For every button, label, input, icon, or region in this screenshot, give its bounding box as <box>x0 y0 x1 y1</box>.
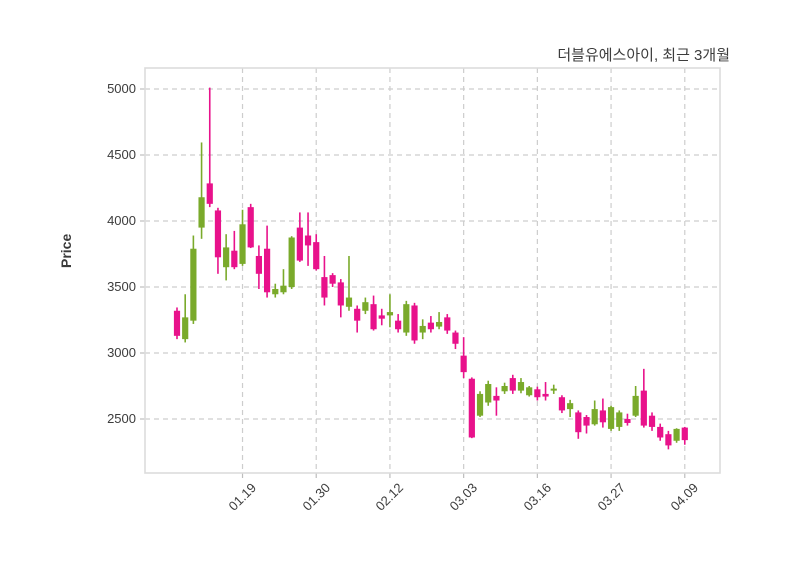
candle-body-down <box>509 378 516 391</box>
candle-body-down <box>452 332 459 344</box>
candle-body-down <box>247 207 254 248</box>
candle-body-up <box>362 302 369 311</box>
chart-title: 더블유에스아이, 최근 3개월 <box>557 47 730 64</box>
plot-background <box>145 68 720 473</box>
candle-body-down <box>640 390 647 426</box>
candle-body-down <box>231 250 238 268</box>
candle-body-down <box>263 248 271 293</box>
candle-body-down <box>206 183 213 204</box>
candle-body-down <box>313 242 320 270</box>
candle-body-down <box>542 393 549 397</box>
plot-border <box>144 67 721 474</box>
candle-body-down <box>378 315 385 319</box>
candle-body-up <box>673 428 680 441</box>
candle-body-down <box>493 395 500 401</box>
candle-body-up <box>616 412 623 427</box>
candle-body-down <box>665 434 672 446</box>
candle-body-down <box>460 355 467 373</box>
candle-body-down <box>657 426 664 438</box>
candle-body-down <box>304 235 312 246</box>
candle-body-up <box>526 387 533 396</box>
candle-body-up <box>485 384 492 403</box>
candle-body-up <box>386 312 394 316</box>
y-tick-label: 3500 <box>107 279 136 294</box>
candle-body-up <box>190 248 197 321</box>
candle-body-down <box>468 378 475 438</box>
candle-body-up <box>345 297 353 307</box>
candle-body-up <box>288 237 295 287</box>
candle-body-up <box>567 403 574 410</box>
candle-body-down <box>575 412 582 433</box>
candle-body-down <box>411 305 418 341</box>
candle-body-down <box>395 320 402 330</box>
candle-body-down <box>534 389 541 398</box>
candle-body-up <box>591 409 598 425</box>
candle-body-up <box>476 393 484 416</box>
candle-body-up <box>198 197 205 228</box>
y-tick-label: 3000 <box>107 345 136 360</box>
candle-body-up <box>182 317 189 340</box>
y-tick-label: 5000 <box>107 81 136 96</box>
y-tick-label: 4000 <box>107 213 136 228</box>
y-tick-label: 4500 <box>107 147 136 162</box>
candle-body-up <box>550 388 557 391</box>
candle-body-down <box>296 227 303 261</box>
candle-body-up <box>517 382 525 391</box>
candle-body-down <box>337 282 344 306</box>
candle-body-up <box>223 247 230 268</box>
candle-body-up <box>607 407 615 429</box>
candle-body-up <box>403 304 410 333</box>
candle-body-up <box>239 224 246 264</box>
candle-body-down <box>599 410 606 423</box>
candle-body-up <box>419 325 426 333</box>
candle-body-down <box>681 427 688 441</box>
candle-body-down <box>624 419 631 423</box>
candle-body-down <box>370 304 377 330</box>
candle-body-up <box>280 285 287 293</box>
candle-body-up <box>435 321 443 327</box>
candle-body-down <box>329 275 336 284</box>
candle-body-down <box>173 310 181 336</box>
candle-body-up <box>272 288 279 295</box>
candle-body-down <box>214 210 222 258</box>
candle-body-down <box>354 308 361 321</box>
y-tick-label: 2500 <box>107 411 136 426</box>
candle-body-down <box>583 417 590 426</box>
candle-body-down <box>648 415 656 427</box>
candle-body-down <box>255 255 262 274</box>
candle-body-down <box>321 277 328 298</box>
candle-body-down <box>558 397 566 411</box>
candle-body-down <box>427 322 434 330</box>
candle-body-down <box>444 317 451 331</box>
candle-body-up <box>501 386 508 392</box>
candle-body-up <box>632 395 639 416</box>
